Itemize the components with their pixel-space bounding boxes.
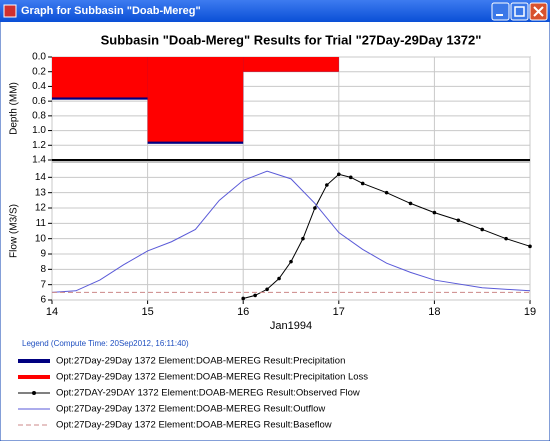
x-tick-label: 16 [237,306,249,318]
marker [384,190,389,195]
y-tick-label: 0.2 [32,66,46,77]
y-axis-label: Flow (M3/S) [9,204,20,258]
maximize-button[interactable] [510,2,529,21]
x-tick-label: 18 [428,306,440,318]
legend-title: Legend (Compute Time: 20Sep2012, 16:11:4… [22,339,189,348]
marker [528,244,532,249]
app-icon [3,4,17,18]
series-line [243,173,531,299]
y-tick-label: 0.8 [32,110,46,121]
marker [241,296,245,301]
bar [147,57,244,142]
y-tick-label: 8 [40,264,46,275]
y-tick-label: 9 [40,249,46,260]
plot-area [51,161,531,301]
minimize-button[interactable] [491,2,510,21]
y-tick-label: 1.4 [32,155,46,166]
marker [360,181,365,186]
marker [408,201,413,206]
marker [265,287,269,292]
marker [432,210,437,215]
legend-label: Opt:27Day-29Day 1372 Element:DOAB-MEREG … [56,420,332,431]
title-bar [0,0,550,22]
y-tick-label: 0.0 [32,52,46,63]
marker [480,227,485,232]
y-tick-label: 1.2 [32,140,46,151]
x-tick-label: 19 [524,306,536,318]
y-tick-label: 10 [35,233,47,244]
marker [325,183,329,187]
y-tick-label: 13 [35,187,47,198]
window-buttons [491,2,548,21]
x-tick-label: 17 [333,306,345,318]
x-tick-label: 15 [141,306,153,318]
marker [313,206,317,210]
y-tick-label: 1.0 [32,125,46,136]
y-tick-label: 7 [40,279,46,290]
legend-label: Opt:27Day-29Day 1372 Element:DOAB-MEREG … [56,372,368,383]
y-tick-label: 11 [36,218,47,229]
y-axis-label: Depth (MM) [9,82,20,135]
marker [289,259,293,264]
legend-label: Opt:27DAY-29DAY 1372 Element:DOAB-MEREG … [56,388,360,399]
y-tick-label: 14 [35,172,47,183]
x-tick-label: 14 [46,306,58,318]
y-tick-label: 0.4 [32,81,46,92]
bar [243,57,339,72]
marker [504,236,508,241]
legend-label: Opt:27Day-29Day 1372 Element:DOAB-MEREG … [56,404,325,415]
marker [301,236,305,241]
y-tick-label: 6 [40,295,46,306]
bar [52,57,148,98]
y-tick-label: 12 [35,203,47,214]
y-tick-label: 0.6 [32,96,46,107]
legend-marker [32,391,36,395]
marker [253,293,257,298]
marker [337,172,341,177]
x-axis-label: Jan1994 [270,320,312,332]
window-title: Graph for Subbasin "Doab-Mereg" [21,5,201,17]
marker [456,218,461,223]
legend-label: Opt:27Day-29Day 1372 Element:DOAB-MEREG … [56,356,345,367]
series-line [51,170,531,293]
chart-title: Subbasin "Doab-Mereg" Results for Trial … [101,32,482,47]
marker [277,276,281,281]
marker [348,175,353,180]
